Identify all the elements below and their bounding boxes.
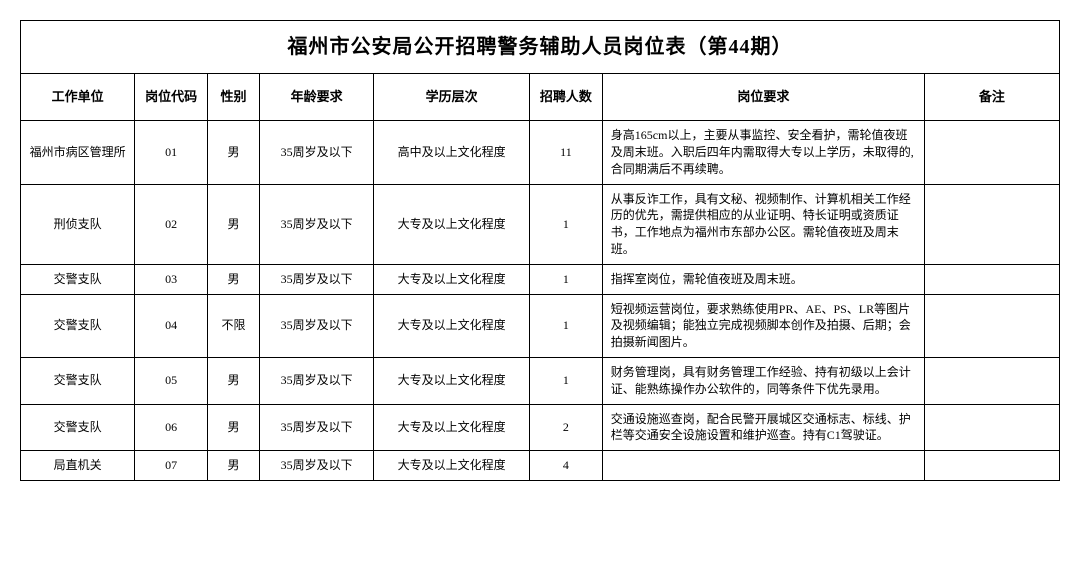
cell-count: 1 xyxy=(530,357,603,404)
table-row: 刑侦支队02男35周岁及以下大专及以上文化程度1从事反诈工作，具有文秘、视频制作… xyxy=(21,184,1060,264)
header-code: 岗位代码 xyxy=(135,74,208,121)
cell-count: 11 xyxy=(530,121,603,184)
cell-edu: 大专及以上文化程度 xyxy=(374,451,530,481)
cell-gender: 男 xyxy=(208,357,260,404)
cell-edu: 大专及以上文化程度 xyxy=(374,294,530,357)
cell-gender: 男 xyxy=(208,404,260,451)
header-count: 招聘人数 xyxy=(530,74,603,121)
cell-count: 4 xyxy=(530,451,603,481)
cell-code: 02 xyxy=(135,184,208,264)
cell-unit: 交警支队 xyxy=(21,264,135,294)
cell-code: 07 xyxy=(135,451,208,481)
cell-remark xyxy=(924,264,1059,294)
cell-count: 2 xyxy=(530,404,603,451)
cell-code: 04 xyxy=(135,294,208,357)
cell-edu: 大专及以上文化程度 xyxy=(374,404,530,451)
header-row: 工作单位 岗位代码 性别 年龄要求 学历层次 招聘人数 岗位要求 备注 xyxy=(21,74,1060,121)
table-row: 交警支队05男35周岁及以下大专及以上文化程度1财务管理岗，具有财务管理工作经验… xyxy=(21,357,1060,404)
cell-age: 35周岁及以下 xyxy=(259,404,373,451)
cell-unit: 交警支队 xyxy=(21,404,135,451)
cell-remark xyxy=(924,451,1059,481)
cell-remark xyxy=(924,294,1059,357)
cell-remark xyxy=(924,357,1059,404)
table-row: 福州市病区管理所01男35周岁及以下高中及以上文化程度11身高165cm以上，主… xyxy=(21,121,1060,184)
cell-unit: 交警支队 xyxy=(21,357,135,404)
cell-unit: 刑侦支队 xyxy=(21,184,135,264)
cell-count: 1 xyxy=(530,184,603,264)
cell-req: 从事反诈工作，具有文秘、视频制作、计算机相关工作经历的优先，需提供相应的从业证明… xyxy=(602,184,924,264)
cell-unit: 局直机关 xyxy=(21,451,135,481)
cell-age: 35周岁及以下 xyxy=(259,121,373,184)
cell-unit: 福州市病区管理所 xyxy=(21,121,135,184)
cell-age: 35周岁及以下 xyxy=(259,294,373,357)
cell-edu: 大专及以上文化程度 xyxy=(374,184,530,264)
cell-age: 35周岁及以下 xyxy=(259,264,373,294)
cell-remark xyxy=(924,184,1059,264)
header-edu: 学历层次 xyxy=(374,74,530,121)
cell-req: 指挥室岗位，需轮值夜班及周末班。 xyxy=(602,264,924,294)
cell-gender: 男 xyxy=(208,264,260,294)
cell-edu: 大专及以上文化程度 xyxy=(374,264,530,294)
cell-code: 06 xyxy=(135,404,208,451)
header-age: 年龄要求 xyxy=(259,74,373,121)
table-body: 福州市病区管理所01男35周岁及以下高中及以上文化程度11身高165cm以上，主… xyxy=(21,121,1060,481)
cell-edu: 大专及以上文化程度 xyxy=(374,357,530,404)
cell-age: 35周岁及以下 xyxy=(259,357,373,404)
cell-code: 05 xyxy=(135,357,208,404)
cell-code: 01 xyxy=(135,121,208,184)
recruitment-table: 福州市公安局公开招聘警务辅助人员岗位表（第44期） 工作单位 岗位代码 性别 年… xyxy=(20,20,1060,481)
header-req: 岗位要求 xyxy=(602,74,924,121)
cell-age: 35周岁及以下 xyxy=(259,184,373,264)
cell-count: 1 xyxy=(530,294,603,357)
table-row: 交警支队04不限35周岁及以下大专及以上文化程度1短视频运营岗位，要求熟练使用P… xyxy=(21,294,1060,357)
cell-gender: 男 xyxy=(208,121,260,184)
header-remark: 备注 xyxy=(924,74,1059,121)
cell-unit: 交警支队 xyxy=(21,294,135,357)
cell-gender: 男 xyxy=(208,451,260,481)
table-row: 交警支队06男35周岁及以下大专及以上文化程度2交通设施巡查岗，配合民警开展城区… xyxy=(21,404,1060,451)
cell-edu: 高中及以上文化程度 xyxy=(374,121,530,184)
cell-age: 35周岁及以下 xyxy=(259,451,373,481)
cell-req: 短视频运营岗位，要求熟练使用PR、AE、PS、LR等图片及视频编辑；能独立完成视… xyxy=(602,294,924,357)
header-unit: 工作单位 xyxy=(21,74,135,121)
table-row: 局直机关07男35周岁及以下大专及以上文化程度4 xyxy=(21,451,1060,481)
cell-remark xyxy=(924,121,1059,184)
cell-req: 交通设施巡查岗，配合民警开展城区交通标志、标线、护栏等交通安全设施设置和维护巡查… xyxy=(602,404,924,451)
cell-count: 1 xyxy=(530,264,603,294)
cell-req xyxy=(602,451,924,481)
table-row: 交警支队03男35周岁及以下大专及以上文化程度1指挥室岗位，需轮值夜班及周末班。 xyxy=(21,264,1060,294)
header-gender: 性别 xyxy=(208,74,260,121)
cell-remark xyxy=(924,404,1059,451)
table-title: 福州市公安局公开招聘警务辅助人员岗位表（第44期） xyxy=(21,21,1060,74)
cell-req: 财务管理岗，具有财务管理工作经验、持有初级以上会计证、能熟练操作办公软件的，同等… xyxy=(602,357,924,404)
cell-req: 身高165cm以上，主要从事监控、安全看护，需轮值夜班及周末班。入职后四年内需取… xyxy=(602,121,924,184)
title-row: 福州市公安局公开招聘警务辅助人员岗位表（第44期） xyxy=(21,21,1060,74)
cell-gender: 男 xyxy=(208,184,260,264)
cell-code: 03 xyxy=(135,264,208,294)
cell-gender: 不限 xyxy=(208,294,260,357)
